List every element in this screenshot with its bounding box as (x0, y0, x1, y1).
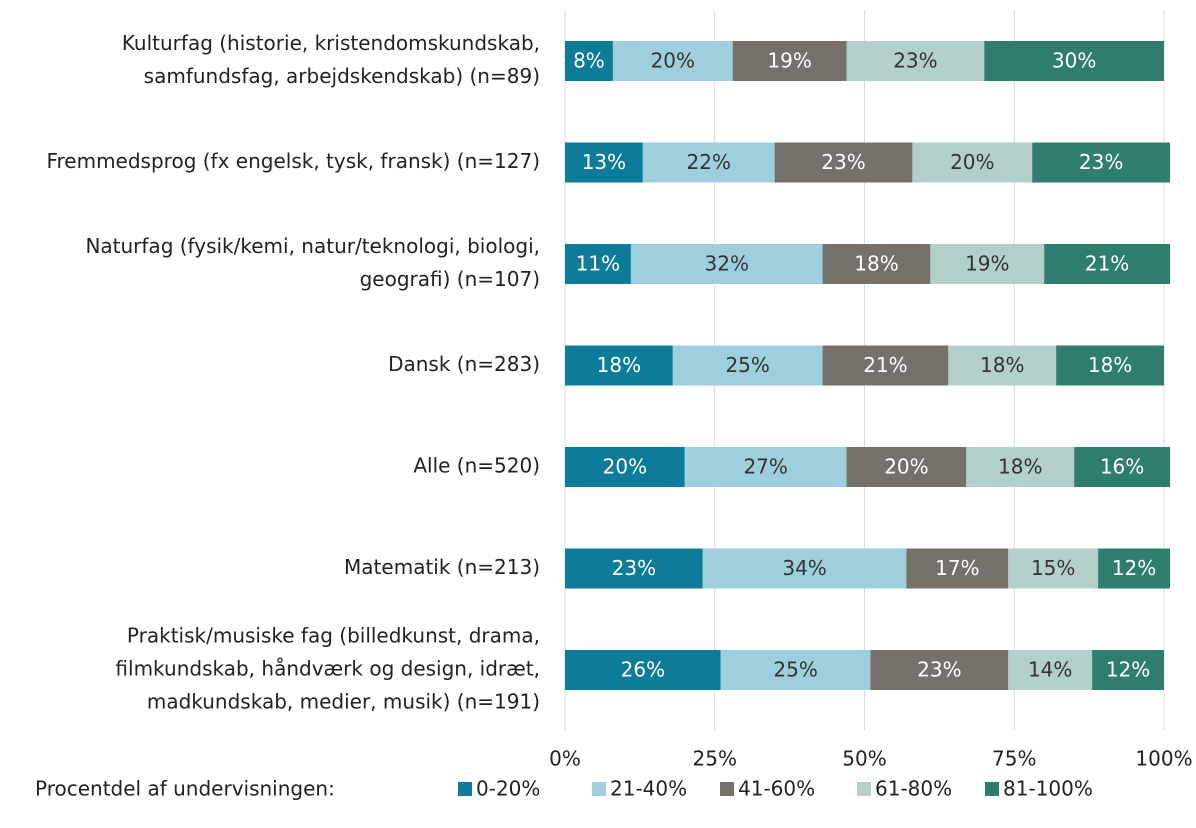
value-label: 18% (980, 353, 1024, 377)
bar-segment (1056, 345, 1164, 386)
category-label: Fremmedsprog (fx engelsk, tysk, fransk) … (46, 149, 540, 173)
bar-segment (565, 548, 703, 589)
x-tick-label: 25% (693, 747, 737, 771)
x-tick-label: 100% (1135, 747, 1192, 771)
bar-segment (612, 41, 733, 81)
bar-segment (1092, 650, 1164, 690)
value-label: 18% (597, 353, 641, 377)
value-label: 21% (1085, 252, 1129, 276)
value-label: 23% (893, 49, 937, 73)
bar-segment (822, 244, 931, 284)
value-label: 14% (1028, 658, 1072, 682)
bar-segment (822, 345, 949, 386)
value-label: 27% (743, 455, 787, 479)
category-label: Alle (n=520) (413, 454, 540, 478)
bar-segment (672, 345, 823, 386)
value-label: 8% (573, 49, 605, 73)
legend-label: 81-100% (1003, 777, 1093, 801)
bar-segment (846, 447, 967, 487)
value-label: 11% (576, 252, 620, 276)
bar-segment (966, 447, 1075, 487)
value-label: 23% (821, 150, 865, 174)
value-label: 25% (773, 658, 817, 682)
value-label: 12% (1112, 556, 1156, 580)
bar-segment (702, 548, 907, 589)
bar-segment (870, 650, 1009, 690)
value-label: 20% (884, 455, 928, 479)
bar-segment (565, 41, 613, 81)
bar-segment (565, 142, 643, 183)
bar-segment (565, 650, 721, 690)
value-label: 30% (1052, 49, 1096, 73)
legend-swatch (720, 782, 734, 796)
bar-segment (732, 41, 847, 81)
bar-segment (630, 244, 823, 284)
category-label: Naturfag (fysik/kemi, natur/teknologi, b… (85, 234, 540, 258)
bar-segment (565, 244, 631, 284)
value-label: 23% (917, 658, 961, 682)
legend-label: 61-80% (875, 777, 952, 801)
value-label: 20% (603, 455, 647, 479)
category-label: filmkundskab, håndværk og design, idræt, (115, 657, 540, 681)
value-label: 20% (651, 49, 695, 73)
legend-label: 0-20% (476, 777, 540, 801)
bar-segment (1008, 650, 1093, 690)
category-label: Matematik (n=213) (344, 555, 540, 579)
value-label: 23% (1079, 150, 1123, 174)
category-label: Dansk (n=283) (388, 352, 540, 376)
value-label: 32% (705, 252, 749, 276)
legend-swatch (857, 782, 871, 796)
bar-segment (565, 447, 685, 487)
category-label: madkundskab, medier, musik) (n=191) (147, 690, 540, 714)
bar-segment (906, 548, 1009, 589)
bar-segment (720, 650, 871, 690)
category-label: Kulturfag (historie, kristendomskundskab… (122, 31, 540, 55)
bar-segment (912, 142, 1033, 183)
x-tick-label: 0% (549, 747, 581, 771)
value-label: 18% (854, 252, 898, 276)
value-label: 23% (612, 556, 656, 580)
value-label: 25% (725, 353, 769, 377)
bar-segment (1032, 142, 1170, 183)
x-tick-label: 75% (992, 747, 1036, 771)
x-tick-label: 50% (842, 747, 886, 771)
bar-segment (1074, 447, 1170, 487)
value-label: 21% (863, 353, 907, 377)
bar-segment (1008, 548, 1099, 589)
bar-segment (984, 41, 1164, 81)
value-label: 19% (767, 49, 811, 73)
bar-segment (948, 345, 1057, 386)
legend-label: 21-40% (610, 777, 687, 801)
value-label: 34% (782, 556, 826, 580)
category-label: Praktisk/musiske fag (billedkunst, drama… (127, 624, 540, 648)
value-label: 22% (687, 150, 731, 174)
bar-segment (930, 244, 1045, 284)
bar-segment (1098, 548, 1170, 589)
legend-label: 41-60% (738, 777, 815, 801)
bar-segment (565, 345, 673, 386)
legend-title: Procentdel af undervisningen: (35, 777, 335, 801)
bar-segment (1044, 244, 1170, 284)
legend-swatch (985, 782, 999, 796)
value-label: 16% (1100, 455, 1144, 479)
value-label: 18% (998, 455, 1042, 479)
bar-segment (846, 41, 985, 81)
value-label: 20% (950, 150, 994, 174)
value-label: 12% (1106, 658, 1150, 682)
bar-segment (774, 142, 913, 183)
value-label: 26% (621, 658, 665, 682)
value-label: 13% (582, 150, 626, 174)
value-label: 17% (935, 556, 979, 580)
value-label: 19% (965, 252, 1009, 276)
value-label: 15% (1031, 556, 1075, 580)
bar-segment (642, 142, 775, 183)
value-label: 18% (1088, 353, 1132, 377)
legend-swatch (458, 782, 472, 796)
legend-swatch (592, 782, 606, 796)
category-label: geografi) (n=107) (360, 267, 540, 291)
category-label: samfundsfag, arbejdskendskab) (n=89) (144, 64, 540, 88)
bar-segment (684, 447, 847, 487)
